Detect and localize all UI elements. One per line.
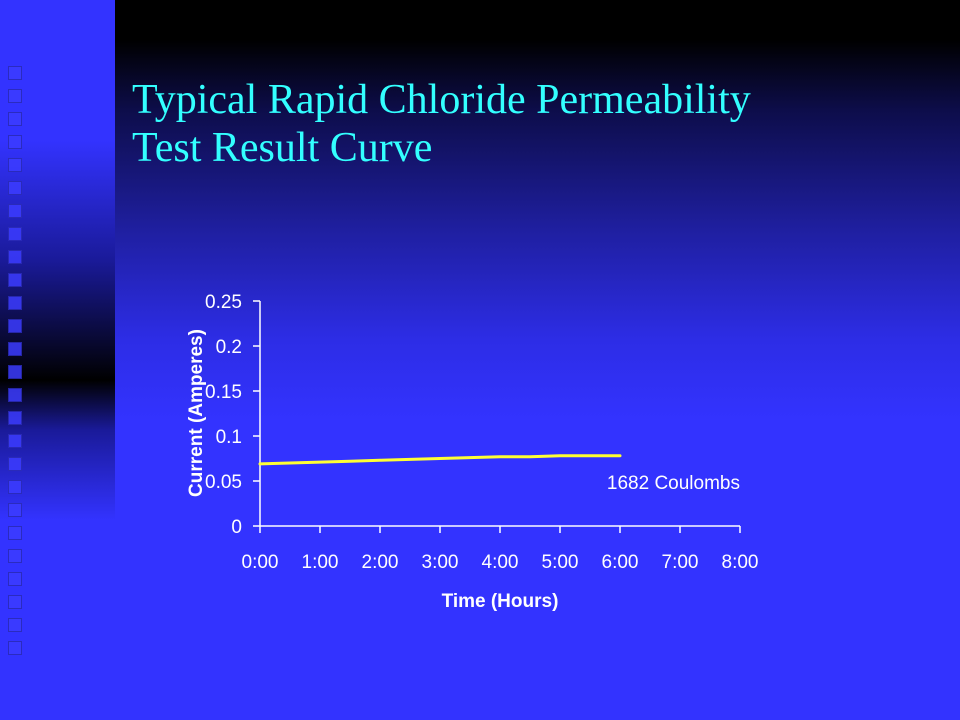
strip-square xyxy=(8,227,22,241)
strip-square xyxy=(8,434,22,448)
strip-square xyxy=(8,273,22,287)
strip-square xyxy=(8,480,22,494)
strip-square xyxy=(8,549,22,563)
strip-square xyxy=(8,319,22,333)
strip-square xyxy=(8,181,22,195)
strip-square xyxy=(8,342,22,356)
y-tick-label: 0.25 xyxy=(205,292,242,313)
y-tick-label: 0.2 xyxy=(216,337,242,358)
strip-square xyxy=(8,250,22,264)
x-tick-label: 4:00 xyxy=(482,552,519,573)
x-tick-label: 2:00 xyxy=(362,552,399,573)
y-axis-label: Current (Amperes) xyxy=(186,329,207,497)
x-tick-label: 6:00 xyxy=(602,552,639,573)
y-tick-label: 0.1 xyxy=(216,427,242,448)
side-decoration-strip xyxy=(0,0,115,720)
strip-square xyxy=(8,457,22,471)
x-tick-label: 7:00 xyxy=(662,552,699,573)
strip-square xyxy=(8,388,22,402)
strip-square xyxy=(8,112,22,126)
strip-square xyxy=(8,618,22,632)
y-tick-label: 0.05 xyxy=(205,472,242,493)
x-tick-label: 5:00 xyxy=(542,552,579,573)
strip-square xyxy=(8,296,22,310)
strip-square xyxy=(8,411,22,425)
strip-square-column xyxy=(8,66,24,664)
slide-title: Typical Rapid Chloride Permeability Test… xyxy=(132,76,912,172)
series-line xyxy=(258,454,622,466)
y-axis-ticks: 0 0.05 0.1 0.15 0.2 0.25 xyxy=(205,292,260,538)
x-axis-label: Time (Hours) xyxy=(442,591,559,612)
strip-square xyxy=(8,66,22,80)
strip-square xyxy=(8,503,22,517)
x-tick-label: 1:00 xyxy=(302,552,339,573)
coulombs-annotation: 1682 Coulombs xyxy=(607,473,740,494)
x-tick-label: 0:00 xyxy=(242,552,279,573)
x-tick-label: 8:00 xyxy=(722,552,759,573)
y-tick-label: 0.15 xyxy=(205,382,242,403)
x-tick-label: 3:00 xyxy=(422,552,459,573)
strip-square xyxy=(8,595,22,609)
strip-square xyxy=(8,365,22,379)
slide-title-line-1: Typical Rapid Chloride Permeability xyxy=(132,77,751,123)
strip-square xyxy=(8,572,22,586)
strip-square xyxy=(8,158,22,172)
slide-title-line-2: Test Result Curve xyxy=(132,125,433,171)
strip-square xyxy=(8,204,22,218)
x-axis-ticks: 0:00 1:00 2:00 3:00 4:00 5:00 6:00 7:00 8:00 xyxy=(242,526,759,573)
strip-square xyxy=(8,641,22,655)
strip-square xyxy=(8,135,22,149)
strip-square xyxy=(8,89,22,103)
series-layer xyxy=(258,454,622,466)
strip-square xyxy=(8,526,22,540)
y-tick-label: 0 xyxy=(231,517,242,538)
